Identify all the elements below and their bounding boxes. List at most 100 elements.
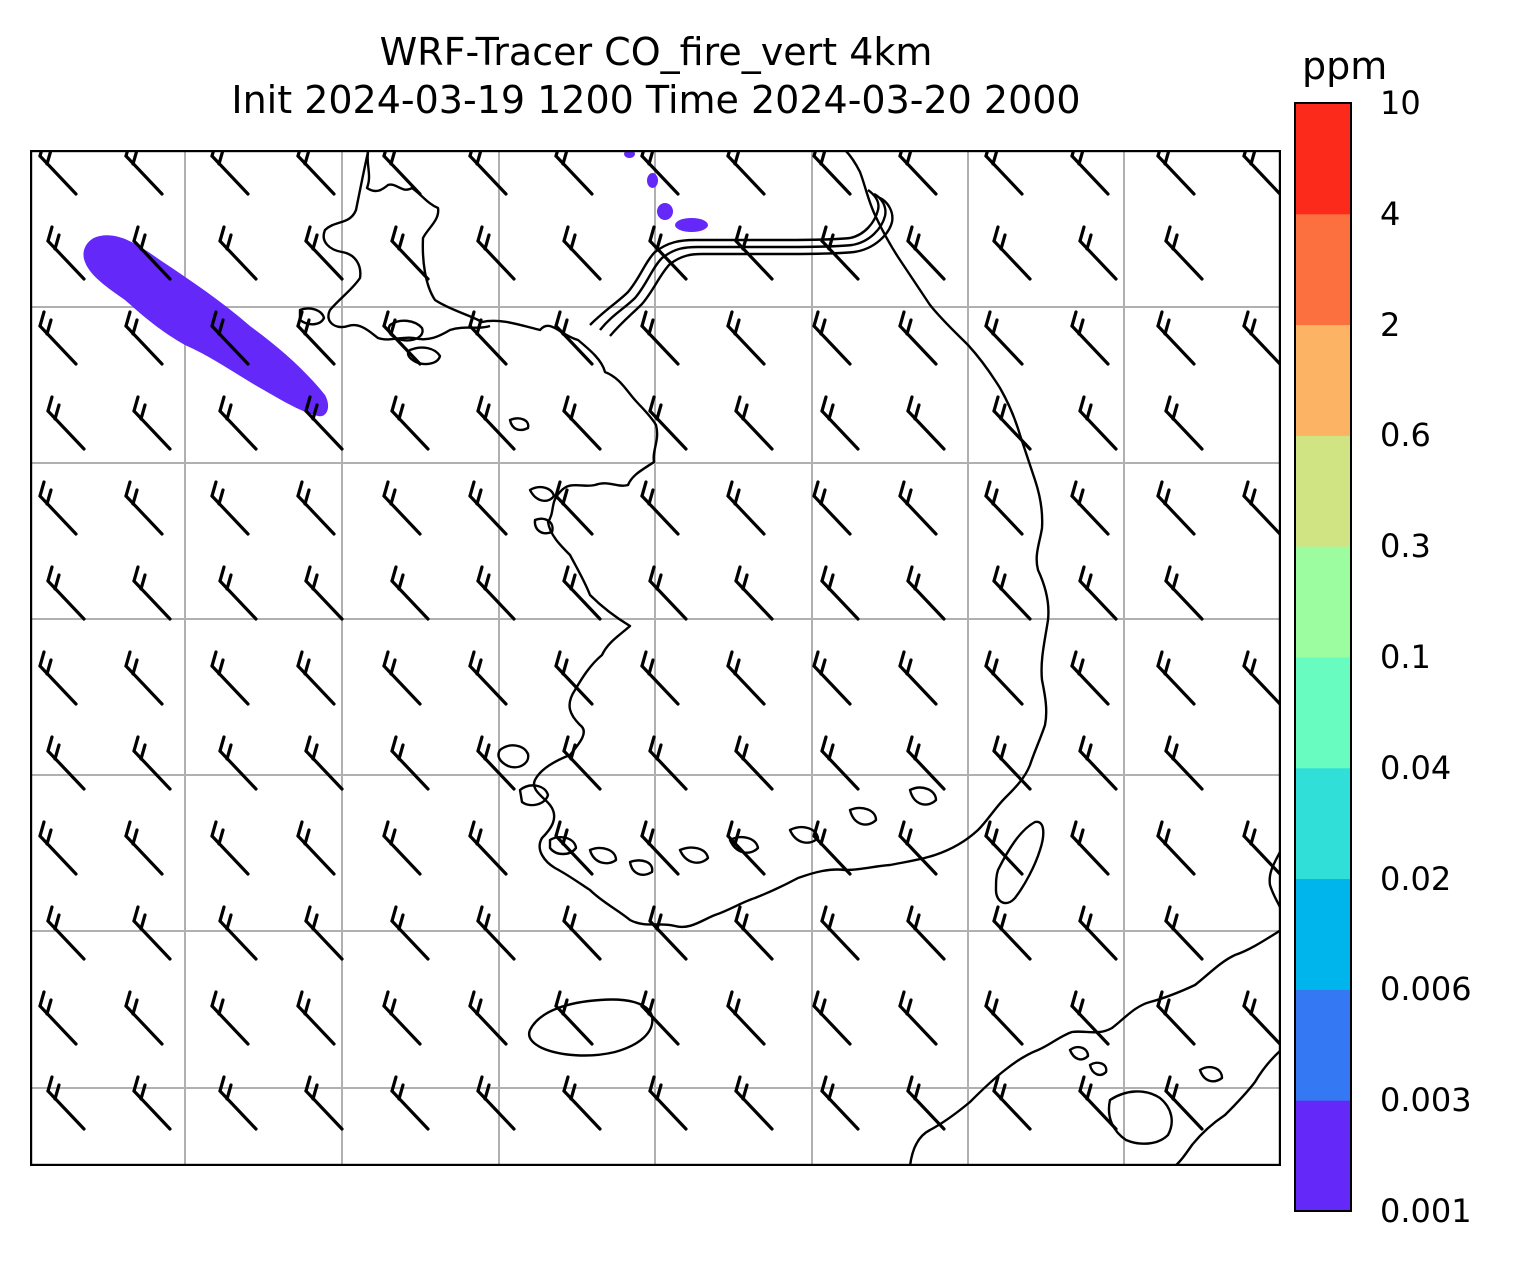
wind-barb	[1070, 820, 1110, 876]
wind-barb	[296, 820, 336, 876]
wind-barb	[296, 480, 336, 536]
wind-barb	[218, 565, 258, 621]
colorbar-band	[1295, 324, 1351, 436]
wind-barb	[1164, 395, 1204, 451]
wind-barb	[812, 310, 852, 366]
wind-barb	[906, 735, 946, 791]
wind-barb	[820, 565, 860, 621]
wind-barb	[906, 905, 946, 961]
wind-barb	[984, 990, 1024, 1046]
wind-barb	[984, 820, 1024, 876]
wind-barb	[1242, 990, 1281, 1046]
wind-barb	[1164, 1075, 1204, 1131]
coastline-kyushu	[908, 928, 1281, 1166]
co-plume	[83, 235, 329, 417]
wind-barb	[476, 395, 516, 451]
wind-barb	[812, 480, 852, 536]
wind-barb	[640, 990, 680, 1046]
wind-barb	[1242, 310, 1281, 366]
wind-barb	[726, 480, 766, 536]
wind-barb	[296, 150, 336, 196]
wind-barb	[476, 735, 516, 791]
colorbar-tick-label: 10	[1380, 84, 1421, 122]
wind-barb	[218, 905, 258, 961]
wind-barb	[734, 1075, 774, 1131]
wind-barb	[554, 650, 594, 706]
wind-barb	[132, 225, 172, 281]
wind-barb	[554, 150, 594, 196]
colorbar-tick-label: 0.003	[1380, 1081, 1472, 1120]
wind-barb	[390, 1075, 430, 1131]
colorbar-tick-label: 0.04	[1380, 748, 1452, 787]
wind-barb	[648, 1075, 688, 1131]
wind-barb	[1070, 990, 1110, 1046]
colorbar-tick-label: 0.006	[1380, 970, 1472, 1009]
wind-barb	[1156, 480, 1196, 536]
wind-barb	[562, 905, 602, 961]
wind-barb	[382, 150, 422, 196]
wind-barb	[1156, 820, 1196, 876]
colorbar-unit-label: ppm	[1302, 44, 1388, 88]
wind-barb	[820, 395, 860, 451]
tsushima-island	[994, 820, 1045, 905]
wind-barb	[390, 905, 430, 961]
wind-barb	[468, 480, 508, 536]
wind-barb	[218, 1075, 258, 1131]
wind-barb	[562, 735, 602, 791]
wind-barb	[38, 480, 78, 536]
wind-barb	[648, 395, 688, 451]
inlet-inner	[609, 196, 894, 337]
wind-barb	[648, 735, 688, 791]
wind-barb	[476, 1075, 516, 1131]
wind-barb	[1156, 310, 1196, 366]
wind-barb	[382, 480, 422, 536]
wind-barb	[132, 905, 172, 961]
wind-barb	[820, 225, 860, 281]
wind-barb	[554, 480, 594, 536]
wind-barb	[46, 395, 86, 451]
island-2	[406, 346, 442, 366]
wind-barb	[124, 310, 164, 366]
colorbar	[1294, 102, 1352, 1212]
wind-barb	[640, 150, 680, 196]
coastline-west-upper	[322, 151, 491, 341]
colorbar-band	[1295, 103, 1351, 215]
wind-barb	[898, 650, 938, 706]
wind-barb	[38, 150, 78, 196]
wind-barb	[562, 225, 602, 281]
wind-barb	[468, 310, 508, 366]
wind-barb	[296, 990, 336, 1046]
wind-barb	[296, 310, 336, 366]
wind-barb	[562, 1075, 602, 1131]
wind-barb	[218, 735, 258, 791]
wind-barb	[726, 820, 766, 876]
colorbar-band	[1295, 435, 1351, 547]
colorbar-band	[1295, 657, 1351, 769]
wind-barb	[38, 650, 78, 706]
wind-barb	[1242, 150, 1281, 196]
wind-barb	[210, 310, 250, 366]
map-frame	[30, 150, 1281, 1166]
wind-barb	[304, 735, 344, 791]
wind-barb	[812, 150, 852, 196]
wind-barb	[296, 650, 336, 706]
wind-barb	[1078, 1075, 1118, 1131]
map-plot	[30, 150, 1281, 1166]
wind-barb	[1156, 150, 1196, 196]
wind-barb	[390, 395, 430, 451]
kyushu-bay	[1107, 1090, 1173, 1145]
wind-barb	[648, 565, 688, 621]
wind-barb	[906, 225, 946, 281]
wind-barb	[1164, 565, 1204, 621]
wind-barb	[304, 1075, 344, 1131]
wind-barb	[734, 565, 774, 621]
wind-barb	[304, 905, 344, 961]
wind-barb	[382, 820, 422, 876]
wind-barb	[726, 310, 766, 366]
wind-barb	[898, 480, 938, 536]
wind-barb	[992, 395, 1032, 451]
wind-barb	[820, 735, 860, 791]
wind-barb	[992, 1075, 1032, 1131]
colorbar-tick-label: 0.001	[1380, 1192, 1472, 1230]
wind-barb	[984, 310, 1024, 366]
